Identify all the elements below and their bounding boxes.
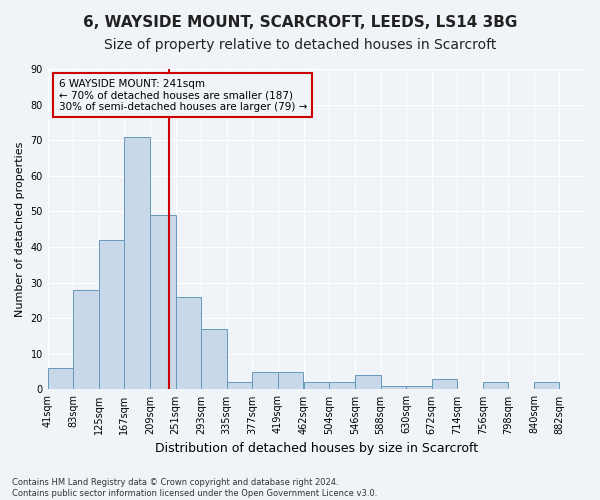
- Bar: [124, 136, 150, 390]
- Bar: [431, 378, 457, 390]
- Text: Contains HM Land Registry data © Crown copyright and database right 2024.
Contai: Contains HM Land Registry data © Crown c…: [12, 478, 377, 498]
- Text: 6 WAYSIDE MOUNT: 241sqm
← 70% of detached houses are smaller (187)
30% of semi-d: 6 WAYSIDE MOUNT: 241sqm ← 70% of detache…: [59, 78, 307, 112]
- Bar: [278, 372, 304, 390]
- Bar: [48, 368, 73, 390]
- Bar: [150, 215, 176, 390]
- X-axis label: Distribution of detached houses by size in Scarcroft: Distribution of detached houses by size …: [155, 442, 478, 455]
- Bar: [406, 386, 431, 390]
- Bar: [99, 240, 124, 390]
- Bar: [176, 297, 201, 390]
- Bar: [252, 372, 278, 390]
- Bar: [534, 382, 559, 390]
- Bar: [355, 375, 380, 390]
- Text: Size of property relative to detached houses in Scarcroft: Size of property relative to detached ho…: [104, 38, 496, 52]
- Bar: [304, 382, 329, 390]
- Text: 6, WAYSIDE MOUNT, SCARCROFT, LEEDS, LS14 3BG: 6, WAYSIDE MOUNT, SCARCROFT, LEEDS, LS14…: [83, 15, 517, 30]
- Bar: [483, 382, 508, 390]
- Bar: [329, 382, 355, 390]
- Bar: [380, 386, 406, 390]
- Bar: [227, 382, 252, 390]
- Y-axis label: Number of detached properties: Number of detached properties: [15, 142, 25, 317]
- Bar: [73, 290, 99, 390]
- Bar: [201, 329, 227, 390]
